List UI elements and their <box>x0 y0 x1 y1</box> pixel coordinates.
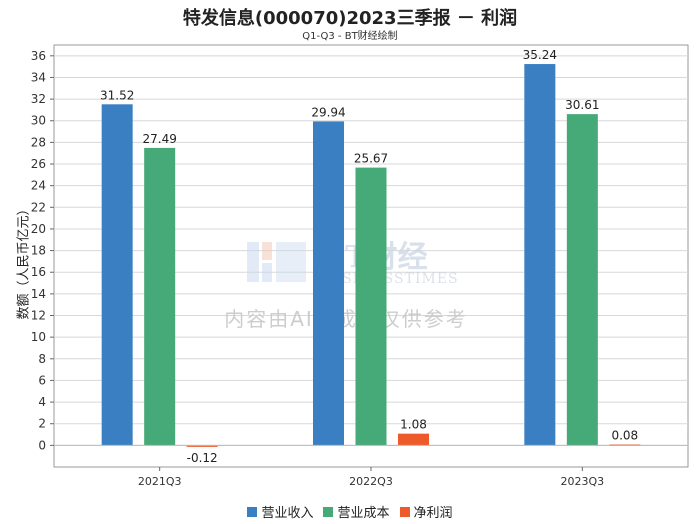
data-label: 25.67 <box>354 152 388 166</box>
y-tick-label: 4 <box>38 395 46 409</box>
watermark-logo-mark <box>262 263 272 282</box>
y-tick-label: 2 <box>38 417 46 431</box>
y-tick-label: 18 <box>31 244 46 258</box>
legend-label: 营业收入 <box>261 506 314 521</box>
chart-subtitle: Q1-Q3 - BT财经绘制 <box>302 31 398 42</box>
data-label: 35.24 <box>523 48 557 62</box>
x-tick-label: 2023Q3 <box>561 475 605 488</box>
legend-label: 营业成本 <box>337 506 390 521</box>
data-label: 31.52 <box>100 88 134 102</box>
y-tick-label: 34 <box>31 70 46 84</box>
legend-swatch <box>399 506 410 517</box>
data-label: 1.08 <box>400 418 427 432</box>
legend-swatch <box>247 506 258 517</box>
y-tick-label: 26 <box>31 157 46 171</box>
legend-item[interactable]: 净利润 <box>399 502 453 521</box>
x-tick-label: 2022Q3 <box>349 475 393 488</box>
watermark-logo-mark <box>276 242 306 282</box>
y-tick-label: 10 <box>31 330 46 344</box>
data-label: 29.94 <box>311 105 345 119</box>
bar <box>566 114 598 446</box>
watermark-notice: 内容由AI生成，仅供参考 <box>224 307 468 331</box>
y-tick-label: 32 <box>31 92 46 106</box>
watermark-logo-mark <box>247 242 259 282</box>
bar <box>186 445 218 447</box>
legend: 营业收入 营业成本 净利润 <box>0 502 700 521</box>
bar <box>398 433 429 446</box>
y-tick-label: 22 <box>31 200 46 214</box>
bar <box>101 104 133 446</box>
bar <box>144 147 176 446</box>
watermark-brand-en: BUSINESSTIMES <box>318 271 459 287</box>
y-tick-label: 12 <box>31 309 46 323</box>
legend-label: 净利润 <box>413 506 453 521</box>
x-tick-label: 2021Q3 <box>138 475 182 488</box>
y-tick-label: 28 <box>31 135 46 149</box>
y-tick-label: 8 <box>38 352 46 366</box>
watermark-logo-mark <box>262 242 272 260</box>
data-label: 30.61 <box>565 98 599 112</box>
y-tick-label: 24 <box>31 179 46 193</box>
data-label: 27.49 <box>142 132 176 146</box>
legend-swatch <box>323 506 334 517</box>
y-tick-label: 6 <box>38 373 46 387</box>
y-tick-label: 0 <box>38 438 46 452</box>
bar <box>524 64 556 446</box>
data-label: 0.08 <box>611 428 638 442</box>
chart-title: 特发信息(000070)2023三季报 － 利润 <box>182 8 518 29</box>
bar <box>355 167 387 446</box>
data-label: -0.12 <box>187 451 218 465</box>
y-tick-label: 20 <box>31 222 46 236</box>
y-tick-label: 14 <box>31 287 46 301</box>
legend-item[interactable]: 营业成本 <box>323 502 390 521</box>
y-tick-label: 16 <box>31 265 46 279</box>
legend-item[interactable]: 营业收入 <box>247 502 313 521</box>
y-tick-label: 30 <box>31 114 46 128</box>
y-tick-label: 36 <box>31 49 46 63</box>
bar <box>313 121 344 446</box>
